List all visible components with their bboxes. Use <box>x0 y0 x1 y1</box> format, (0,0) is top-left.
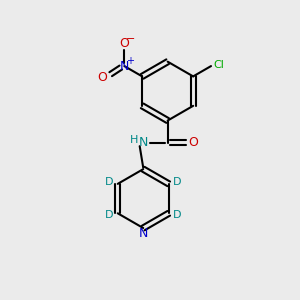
Text: O: O <box>189 136 199 149</box>
Text: H: H <box>130 135 139 145</box>
Text: N: N <box>120 60 129 73</box>
Text: D: D <box>105 210 114 220</box>
Text: D: D <box>173 177 181 188</box>
Text: +: + <box>126 56 134 66</box>
Text: N: N <box>139 136 148 149</box>
Text: D: D <box>173 210 181 220</box>
Text: −: − <box>126 34 136 44</box>
Text: O: O <box>119 37 129 50</box>
Text: Cl: Cl <box>213 60 224 70</box>
Text: N: N <box>139 227 148 240</box>
Text: D: D <box>105 177 114 188</box>
Text: O: O <box>98 70 107 84</box>
